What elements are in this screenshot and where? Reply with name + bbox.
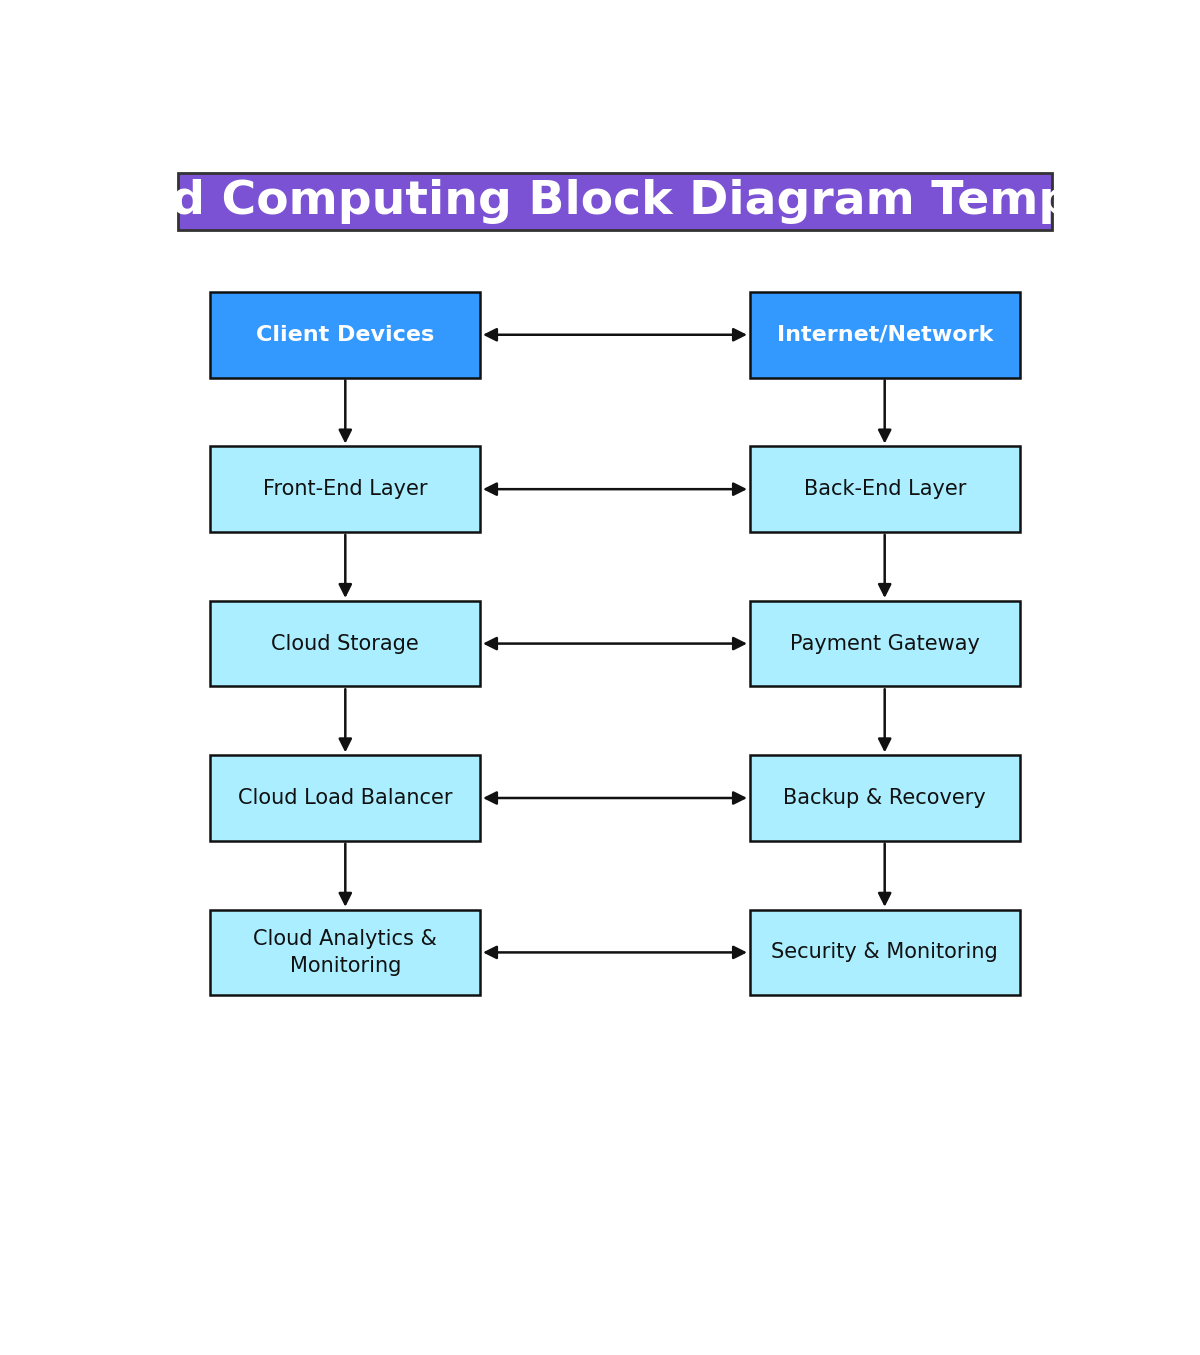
Text: Internet/Network: Internet/Network: [776, 325, 992, 344]
Text: Front-End Layer: Front-End Layer: [263, 480, 427, 499]
FancyBboxPatch shape: [750, 600, 1020, 687]
Text: Cloud Computing Block Diagram Template: Cloud Computing Block Diagram Template: [54, 179, 1176, 224]
Text: Cloud Load Balancer: Cloud Load Balancer: [238, 789, 452, 808]
FancyBboxPatch shape: [750, 909, 1020, 995]
FancyBboxPatch shape: [210, 755, 480, 840]
FancyBboxPatch shape: [210, 600, 480, 687]
Text: Cloud Storage: Cloud Storage: [271, 634, 419, 653]
FancyBboxPatch shape: [178, 173, 1052, 230]
FancyBboxPatch shape: [750, 446, 1020, 533]
Text: Backup & Recovery: Backup & Recovery: [784, 789, 986, 808]
Text: Cloud Analytics &
Monitoring: Cloud Analytics & Monitoring: [253, 930, 437, 976]
Text: Security & Monitoring: Security & Monitoring: [772, 943, 998, 962]
Text: Payment Gateway: Payment Gateway: [790, 634, 979, 653]
FancyBboxPatch shape: [210, 909, 480, 995]
FancyBboxPatch shape: [210, 446, 480, 533]
FancyBboxPatch shape: [750, 291, 1020, 378]
Text: Client Devices: Client Devices: [256, 325, 434, 344]
FancyBboxPatch shape: [750, 755, 1020, 840]
Text: Back-End Layer: Back-End Layer: [804, 480, 966, 499]
FancyBboxPatch shape: [210, 291, 480, 378]
